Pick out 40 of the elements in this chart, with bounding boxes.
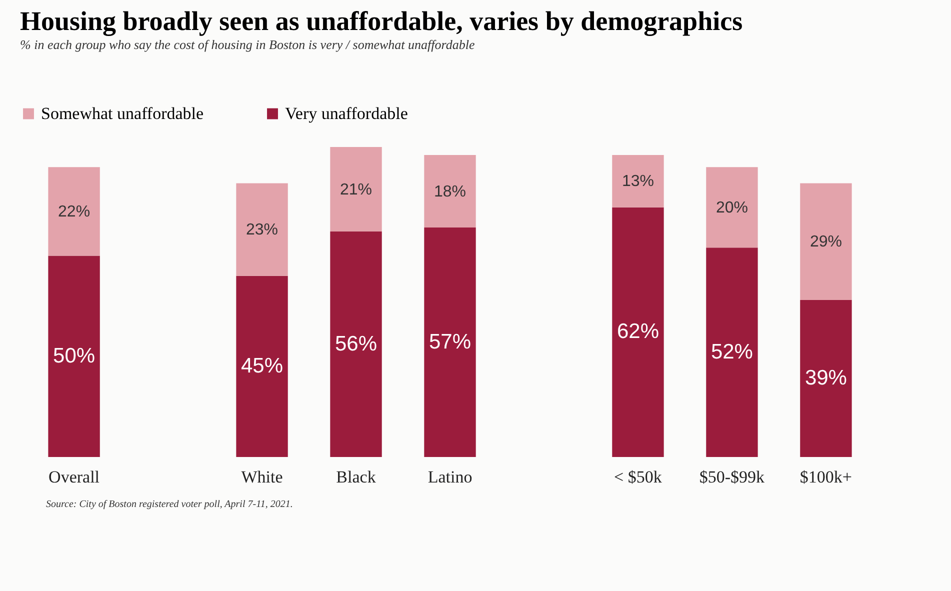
chart-subtitle: % in each group who say the cost of housing in Boston is very / somewhat unaffordable [20, 37, 475, 52]
data-label: 62% [616, 320, 659, 344]
bar [800, 183, 852, 300]
bar [424, 155, 476, 228]
bar [330, 232, 382, 457]
bar [236, 276, 288, 457]
bar [800, 300, 852, 457]
bar [48, 256, 100, 457]
data-label: 45% [241, 354, 284, 378]
data-label: 21% [340, 181, 372, 198]
x-tick-label: Latino [428, 468, 472, 486]
x-tick-label: $50-$99k [699, 468, 766, 486]
bar [236, 183, 288, 276]
chart-title: Housing broadly seen as unaffordable, varies by demographics [20, 6, 743, 36]
data-label: 29% [810, 234, 842, 251]
bar [424, 228, 476, 457]
bar [612, 155, 664, 208]
x-tick-label: $100k+ [800, 468, 852, 486]
source-note: Source: City of Boston registered voter poll, April 7-11, 2021. [46, 499, 294, 510]
x-tick-label: Overall [48, 468, 100, 486]
data-label: 13% [622, 173, 654, 190]
data-label: 56% [334, 332, 378, 356]
bar [330, 147, 382, 232]
x-tick-label: White [241, 468, 283, 486]
bar [612, 207, 664, 457]
data-label: 57% [428, 330, 472, 354]
legend-label: Somewhat unaffordable [41, 104, 204, 123]
data-label: 22% [58, 203, 90, 220]
bar [706, 248, 758, 457]
legend-label: Very unaffordable [285, 104, 408, 123]
bar [706, 167, 758, 248]
data-label: 50% [53, 344, 96, 368]
data-label: 39% [804, 366, 847, 390]
data-label: 20% [716, 199, 748, 216]
x-tick-label: < $50k [614, 468, 662, 486]
data-label: 52% [710, 340, 753, 364]
bar [48, 167, 100, 256]
data-label: 23% [246, 222, 278, 239]
data-label: 18% [434, 183, 466, 200]
x-tick-label: Black [336, 468, 376, 486]
